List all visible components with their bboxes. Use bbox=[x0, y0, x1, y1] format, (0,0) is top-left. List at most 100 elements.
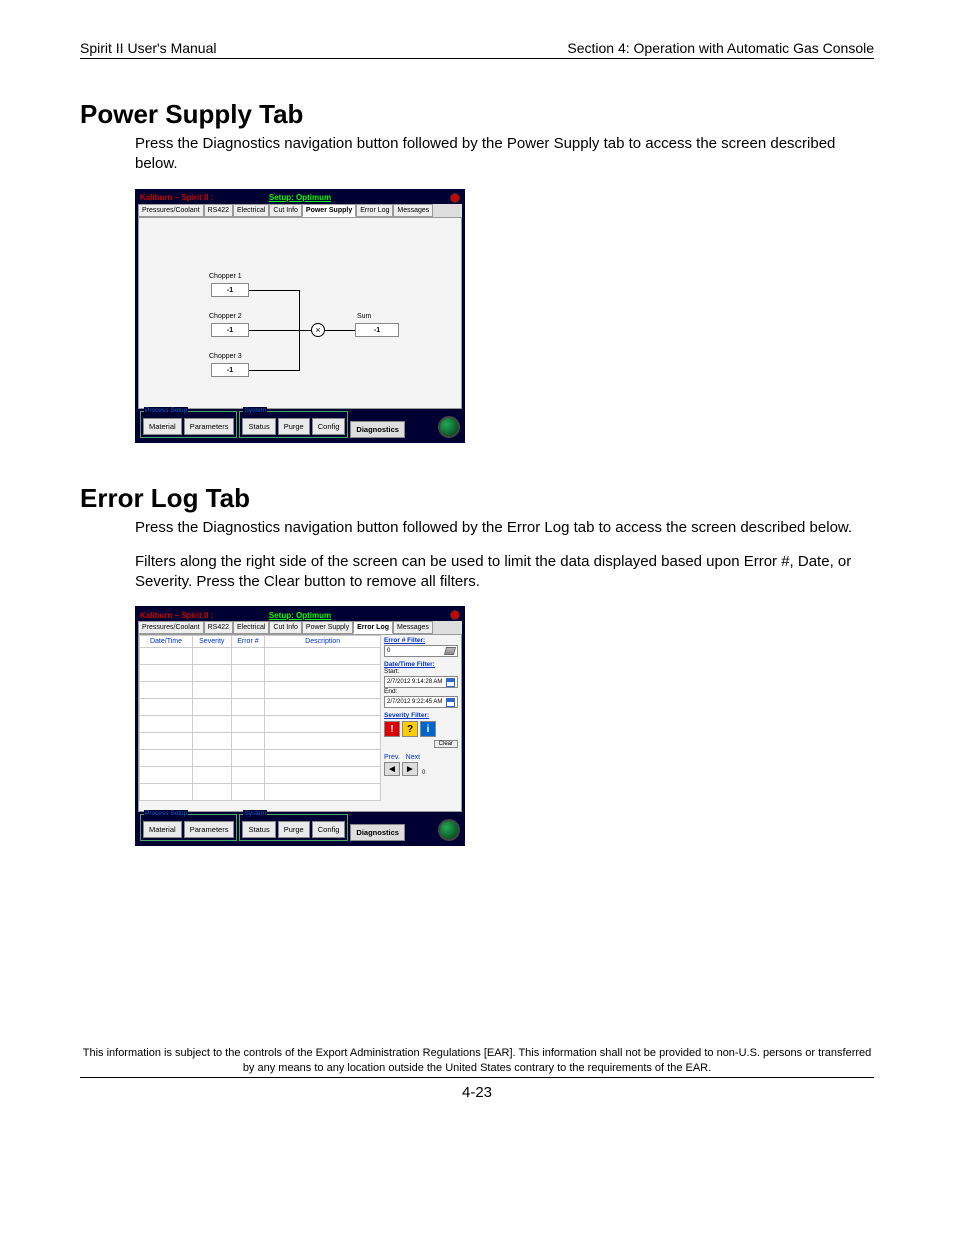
window-setup-label: Setup: Optimum bbox=[269, 611, 331, 620]
section-title-error-log: Error Log Tab bbox=[80, 483, 874, 514]
header-left: Spirit II User's Manual bbox=[80, 40, 217, 56]
tab-rs422[interactable]: RS422 bbox=[204, 204, 233, 217]
table-row[interactable] bbox=[140, 699, 381, 716]
tab-power-supply[interactable]: Power Supply bbox=[302, 621, 353, 634]
nav-group-process: Process Setup Material Parameters bbox=[140, 411, 237, 438]
prev-next-labels: Prev. Next bbox=[384, 754, 458, 761]
tab-power-supply[interactable]: Power Supply bbox=[302, 204, 356, 217]
end-label: End: bbox=[384, 688, 458, 695]
nav-group-label-process: Process Setup bbox=[144, 407, 188, 414]
chopper2-label: Chopper 2 bbox=[209, 313, 242, 320]
col-datetime[interactable]: Date/Time bbox=[140, 636, 193, 648]
col-severity[interactable]: Severity bbox=[193, 636, 232, 648]
nav-material-button[interactable]: Material bbox=[143, 821, 182, 838]
nav-diagnostics-button[interactable]: Diagnostics bbox=[350, 421, 405, 438]
table-row[interactable] bbox=[140, 733, 381, 750]
footer-disclaimer: This information is subject to the contr… bbox=[80, 1046, 874, 1078]
status-dot-icon bbox=[450, 610, 460, 620]
status-dot-icon bbox=[450, 193, 460, 203]
section-body-power-supply: Press the Diagnostics navigation button … bbox=[135, 134, 874, 175]
page-header: Spirit II User's Manual Section 4: Opera… bbox=[80, 40, 874, 59]
table-row[interactable] bbox=[140, 665, 381, 682]
nav-purge-button[interactable]: Purge bbox=[278, 821, 310, 838]
multiplier-icon: × bbox=[311, 323, 325, 337]
nav-parameters-button[interactable]: Parameters bbox=[184, 418, 235, 435]
tab-rs422[interactable]: RS422 bbox=[204, 621, 233, 634]
window-titlebar: Kaliburn – Spirit II : Setup: Optimum bbox=[138, 609, 462, 621]
nav-group-label-process: Process Setup bbox=[144, 810, 188, 817]
header-right: Section 4: Operation with Automatic Gas … bbox=[567, 40, 874, 56]
tab-error-log[interactable]: Error Log bbox=[353, 621, 393, 634]
nav-group-label-system: System bbox=[243, 407, 267, 414]
end-datetime-input[interactable]: 2/7/2012 9:22:45 AM bbox=[384, 696, 458, 708]
nav-config-button[interactable]: Config bbox=[312, 821, 346, 838]
tab-cutinfo[interactable]: Cut Info bbox=[269, 621, 302, 634]
eraser-icon[interactable] bbox=[444, 647, 456, 655]
end-datetime-value: 2/7/2012 9:22:45 AM bbox=[387, 696, 442, 708]
table-row[interactable] bbox=[140, 648, 381, 665]
nav-parameters-button[interactable]: Parameters bbox=[184, 821, 235, 838]
tab-strip: Pressures/Coolant RS422 Electrical Cut I… bbox=[138, 204, 462, 217]
nav-group-label-system: System bbox=[243, 810, 267, 817]
chopper2-value: -1 bbox=[211, 323, 249, 337]
table-row[interactable] bbox=[140, 716, 381, 733]
severity-filter-label: Severity Filter: bbox=[384, 712, 458, 719]
chopper1-label: Chopper 1 bbox=[209, 273, 242, 280]
table-row[interactable] bbox=[140, 767, 381, 784]
status-indicator-icon bbox=[438, 819, 460, 841]
tab-electrical[interactable]: Electrical bbox=[233, 621, 269, 634]
prev-label: Prev. bbox=[384, 754, 400, 761]
start-datetime-value: 2/7/2012 9:14:28 AM bbox=[387, 676, 442, 688]
start-label: Start: bbox=[384, 668, 458, 675]
calendar-icon[interactable] bbox=[446, 678, 455, 687]
error-filter-value: 0 bbox=[387, 645, 390, 657]
calendar-icon[interactable] bbox=[446, 698, 455, 707]
chopper3-label: Chopper 3 bbox=[209, 353, 242, 360]
col-description[interactable]: Description bbox=[265, 636, 381, 648]
nav-status-button[interactable]: Status bbox=[242, 821, 275, 838]
page-number: 4-23 bbox=[80, 1084, 874, 1101]
nav-group-process: Process Setup Material Parameters bbox=[140, 814, 237, 841]
bottom-nav: Process Setup Material Parameters System… bbox=[138, 409, 462, 440]
table-row[interactable] bbox=[140, 784, 381, 801]
sum-value: -1 bbox=[355, 323, 399, 337]
severity-error-icon[interactable]: ! bbox=[384, 721, 400, 737]
table-row[interactable] bbox=[140, 750, 381, 767]
bottom-nav: Process Setup Material Parameters System… bbox=[138, 812, 462, 843]
tab-pressures[interactable]: Pressures/Coolant bbox=[138, 204, 204, 217]
nav-purge-button[interactable]: Purge bbox=[278, 418, 310, 435]
start-datetime-input[interactable]: 2/7/2012 9:14:28 AM bbox=[384, 676, 458, 688]
clear-button[interactable]: Clear bbox=[434, 740, 458, 748]
nav-group-system: System Status Purge Config bbox=[239, 411, 348, 438]
status-indicator-icon bbox=[438, 416, 460, 438]
tab-pressures[interactable]: Pressures/Coolant bbox=[138, 621, 204, 634]
tab-electrical[interactable]: Electrical bbox=[233, 204, 269, 217]
nav-config-button[interactable]: Config bbox=[312, 418, 346, 435]
screenshot-power-supply: Kaliburn – Spirit II : Setup: Optimum Pr… bbox=[135, 189, 465, 443]
col-errornum[interactable]: Error # bbox=[231, 636, 265, 648]
chopper1-value: -1 bbox=[211, 283, 249, 297]
nav-diagnostics-button[interactable]: Diagnostics bbox=[350, 824, 405, 841]
power-supply-panel: Chopper 1 -1 Chopper 2 -1 Chopper 3 -1 ×… bbox=[138, 217, 462, 409]
tab-error-log[interactable]: Error Log bbox=[356, 204, 393, 217]
error-filter-input[interactable]: 0 bbox=[384, 645, 458, 657]
nav-material-button[interactable]: Material bbox=[143, 418, 182, 435]
severity-warning-icon[interactable]: ? bbox=[402, 721, 418, 737]
next-button[interactable]: ► bbox=[402, 762, 418, 776]
table-row[interactable] bbox=[140, 682, 381, 699]
datetime-filter-label: Date/Time Filter: bbox=[384, 661, 458, 668]
window-title: Kaliburn – Spirit II : bbox=[140, 611, 213, 620]
section-body-error-log-2: Filters along the right side of the scre… bbox=[135, 552, 874, 593]
prev-button[interactable]: ◄ bbox=[384, 762, 400, 776]
window-setup-label: Setup: Optimum bbox=[269, 193, 331, 202]
screenshot-error-log: Kaliburn – Spirit II : Setup: Optimum Pr… bbox=[135, 606, 465, 846]
nav-status-button[interactable]: Status bbox=[242, 418, 275, 435]
tab-messages[interactable]: Messages bbox=[393, 204, 433, 217]
tab-strip: Pressures/Coolant RS422 Electrical Cut I… bbox=[138, 621, 462, 634]
section-title-power-supply: Power Supply Tab bbox=[80, 99, 874, 130]
nav-group-system: System Status Purge Config bbox=[239, 814, 348, 841]
tab-cutinfo[interactable]: Cut Info bbox=[269, 204, 302, 217]
window-title: Kaliburn – Spirit II : bbox=[140, 193, 213, 202]
severity-info-icon[interactable]: i bbox=[420, 721, 436, 737]
tab-messages[interactable]: Messages bbox=[393, 621, 433, 634]
